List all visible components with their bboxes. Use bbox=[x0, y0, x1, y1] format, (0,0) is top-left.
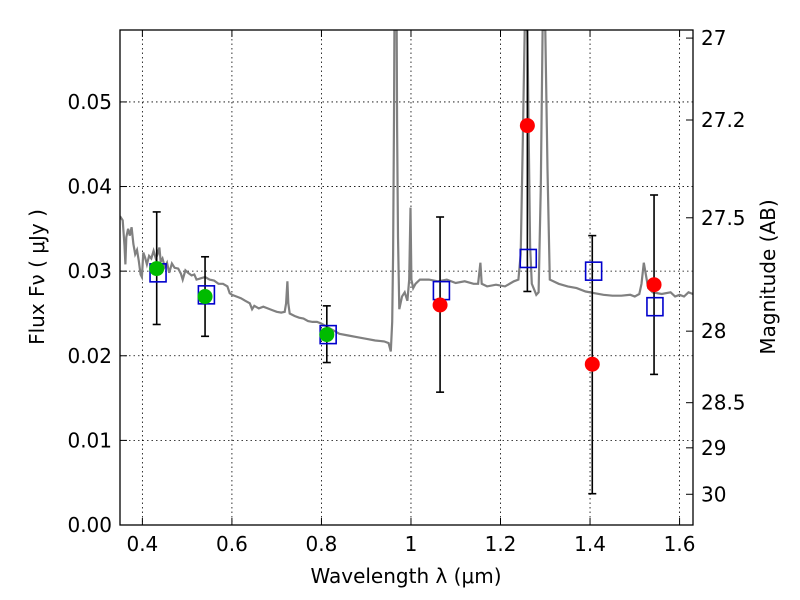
right-tick-label: 27.5 bbox=[701, 206, 746, 230]
model-square bbox=[432, 280, 451, 301]
data-point bbox=[197, 289, 213, 305]
y-tick-label: 0.03 bbox=[67, 259, 112, 283]
right-tick-label: 28.5 bbox=[701, 391, 746, 415]
axis-ticks: 0.4 0.6 0.8 1 1.2 1.4 1.6 0.00 0.01 0.02 0.03 0.04 0… bbox=[67, 26, 745, 556]
y-axis-right-label: Magnitude (AB) bbox=[756, 199, 780, 354]
model-square bbox=[646, 296, 664, 317]
plot-frame bbox=[119, 29, 694, 526]
x-tick-label: 0.6 bbox=[216, 532, 248, 556]
data-point bbox=[432, 297, 448, 313]
model-square bbox=[584, 261, 603, 281]
right-tick-label: 28 bbox=[701, 319, 726, 343]
x-tick-label: 1.2 bbox=[485, 532, 517, 556]
y-tick-label: 0.00 bbox=[67, 513, 112, 537]
x-axis-label: Wavelength λ (μm) bbox=[310, 564, 501, 588]
data-point bbox=[646, 277, 662, 293]
y-tick-label: 0.05 bbox=[67, 90, 112, 114]
right-tick-label: 27 bbox=[701, 26, 726, 50]
x-tick-label: 1 bbox=[405, 532, 418, 556]
grid bbox=[120, 30, 693, 525]
data-point bbox=[519, 118, 535, 134]
y-tick-label: 0.04 bbox=[67, 175, 112, 199]
y-axis-label: Flux Fν ( μJy ) bbox=[25, 209, 49, 345]
right-tick-label: 30 bbox=[701, 482, 726, 506]
right-tick-label: 27.2 bbox=[701, 108, 746, 132]
x-tick-label: 0.8 bbox=[306, 532, 338, 556]
data-point bbox=[584, 356, 600, 372]
right-tick-label: 29 bbox=[701, 436, 726, 460]
x-tick-label: 1.4 bbox=[574, 532, 606, 556]
error-bars bbox=[152, 30, 659, 495]
model-square bbox=[519, 248, 538, 269]
x-tick-label: 0.4 bbox=[126, 532, 158, 556]
observed-photometry bbox=[149, 118, 662, 372]
y-tick-label: 0.01 bbox=[67, 428, 112, 452]
y-tick-label: 0.02 bbox=[67, 344, 112, 368]
x-tick-label: 1.6 bbox=[664, 532, 696, 556]
data-point bbox=[319, 327, 335, 343]
data-point bbox=[149, 261, 165, 277]
